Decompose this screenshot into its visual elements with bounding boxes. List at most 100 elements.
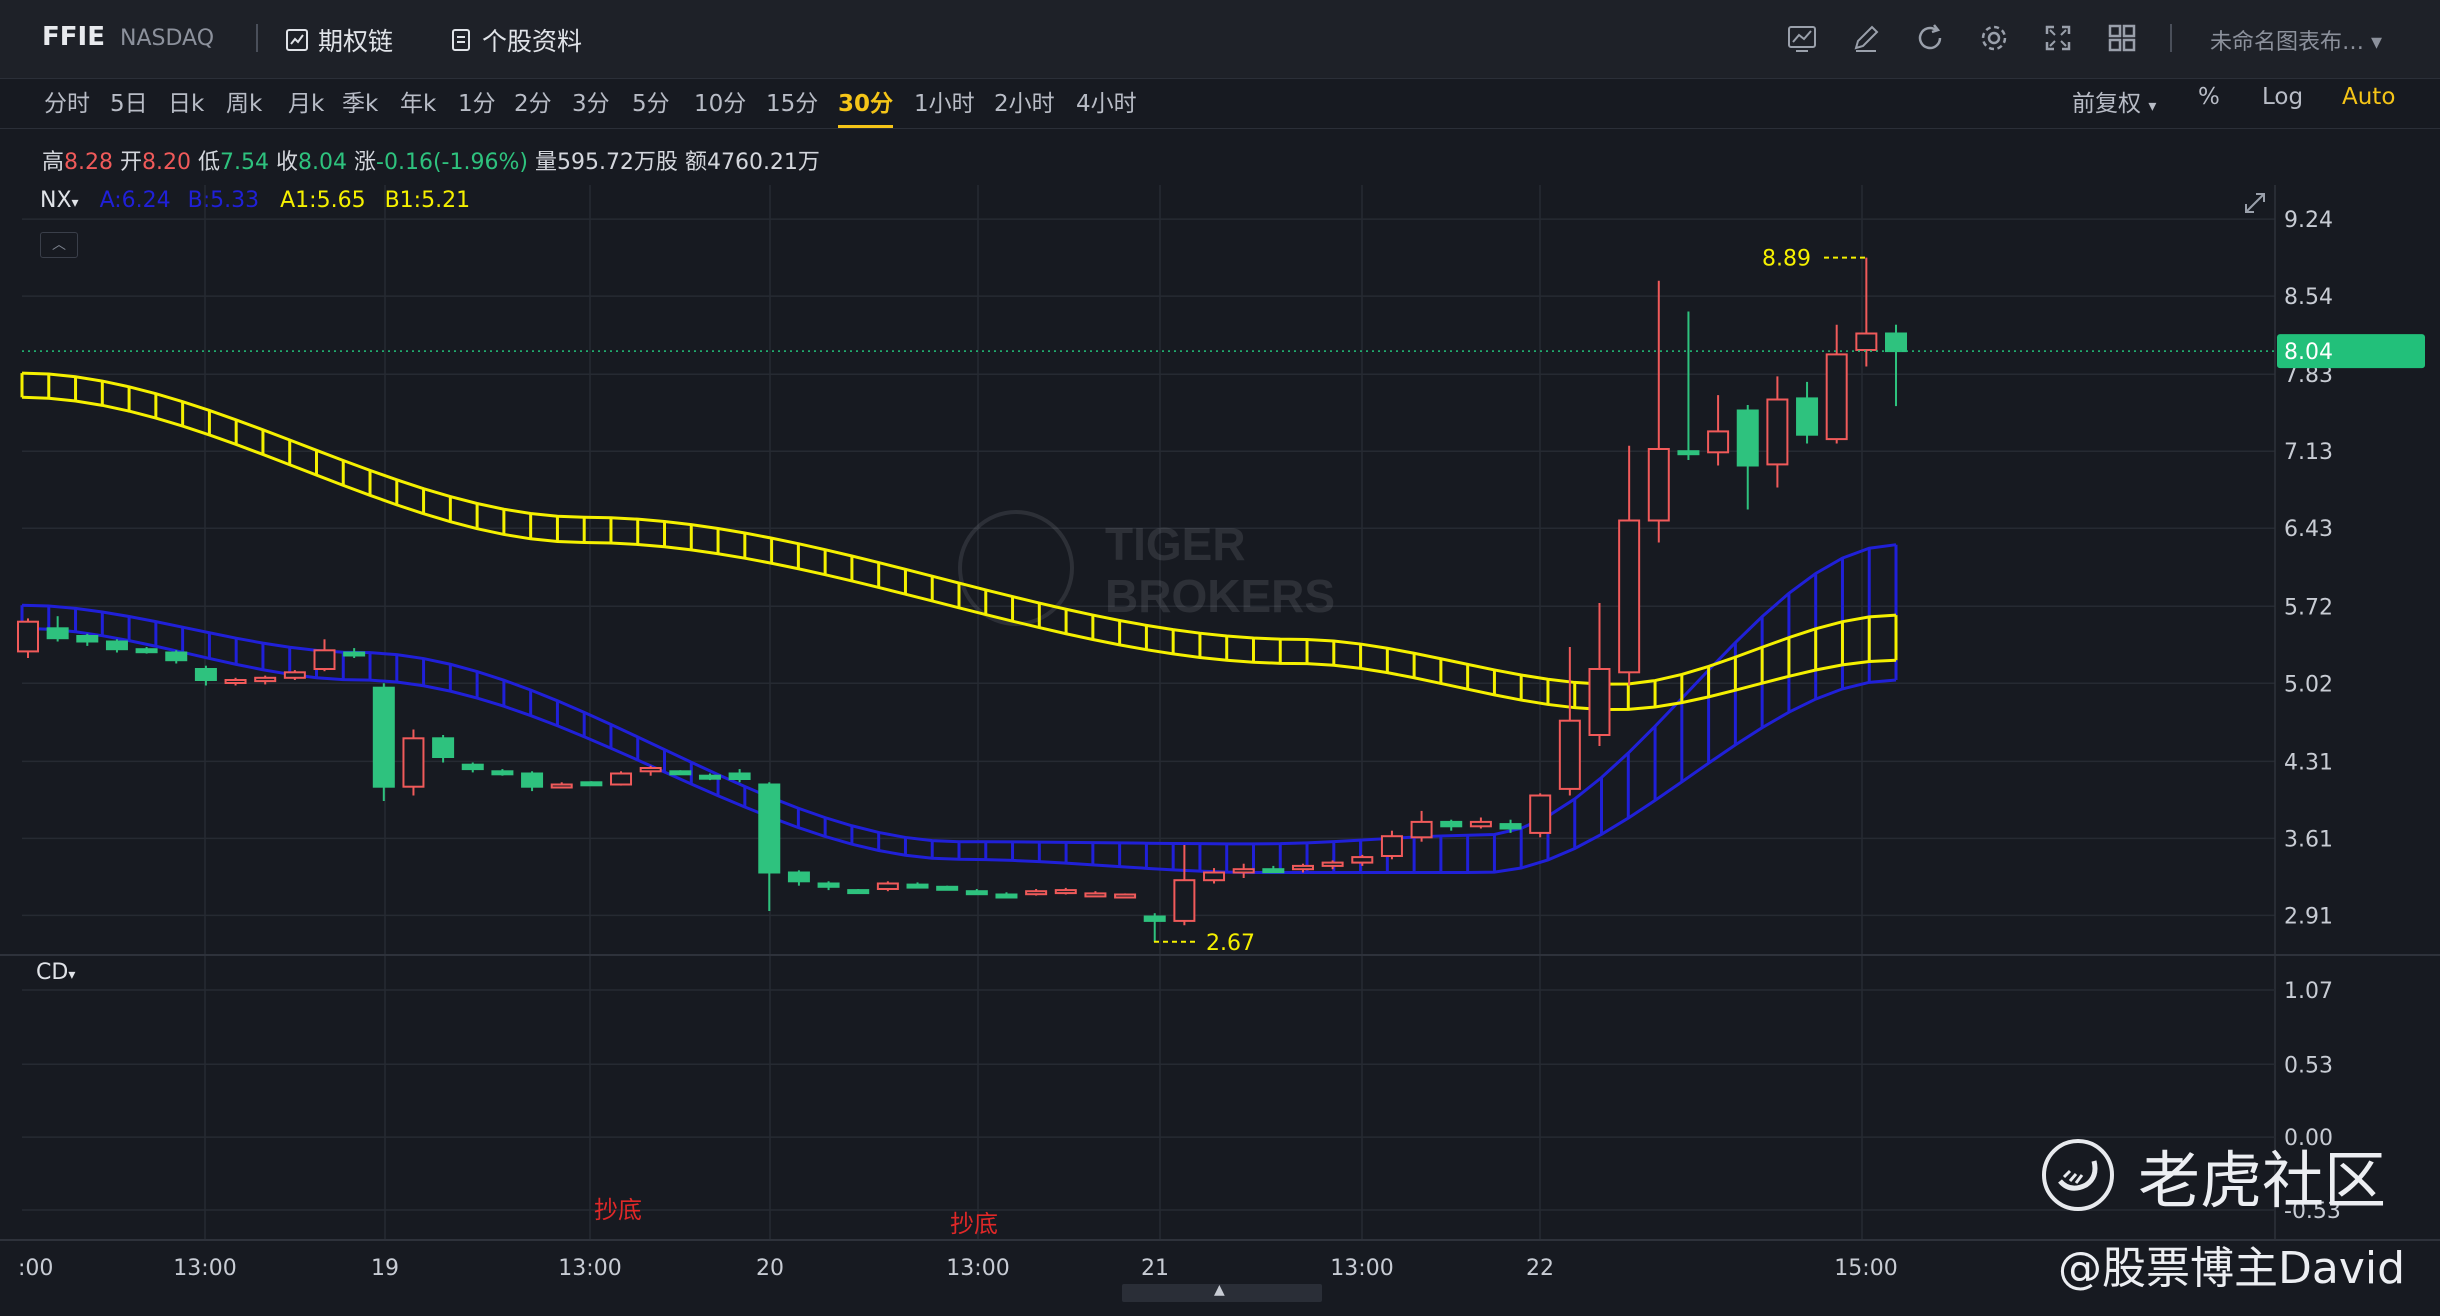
option-chain-label: 期权链	[318, 27, 394, 56]
high-label: 高	[42, 150, 65, 175]
settings-gear-icon[interactable]	[1976, 20, 2012, 56]
candle-body	[1084, 892, 1107, 898]
price-tick-label: 8.54	[2284, 285, 2333, 310]
tab-timeframe-7[interactable]: 1分	[458, 91, 496, 117]
timeline-scrollbar[interactable]: ▲	[1122, 1282, 1322, 1302]
tiger-logo-icon	[2042, 1139, 2114, 1211]
candle-body	[1647, 448, 1670, 522]
candle-body	[46, 627, 69, 640]
tab-timeframe-5[interactable]: 季k	[342, 91, 379, 117]
price-adjust-select[interactable]: 前复权 ▾	[2072, 84, 2156, 118]
candle-body	[1321, 861, 1344, 867]
tab-timeframe-4[interactable]: 月k	[288, 91, 325, 117]
candle-body	[1232, 868, 1255, 874]
candle-body	[1766, 398, 1789, 466]
tab-timeframe-2[interactable]: 日k	[168, 91, 205, 117]
tab-timeframe-9[interactable]: 3分	[572, 91, 610, 117]
price-tick-label: 3.61	[2284, 827, 2333, 852]
indicator-icon[interactable]	[1784, 20, 1820, 56]
close-label: 收	[276, 150, 299, 175]
current-price-label: 8.04	[2284, 340, 2333, 365]
price-tick-label: 6.43	[2284, 517, 2333, 542]
candle-body	[1707, 430, 1730, 454]
price-tick-label: 9.24	[2284, 208, 2333, 233]
time-tick-label: 19	[371, 1256, 399, 1281]
candle-body	[1114, 893, 1137, 899]
chevron-down-icon: ▾	[68, 967, 76, 983]
candle-body	[1054, 889, 1077, 895]
tab-timeframe-6[interactable]: 年k	[400, 91, 437, 117]
chevron-down-icon: ▾	[2371, 30, 2383, 55]
ticker-symbol[interactable]: FFIE	[42, 22, 105, 52]
candle-body	[461, 763, 484, 771]
log-toggle[interactable]: Log	[2262, 84, 2304, 110]
price-adjust-label: 前复权	[2072, 91, 2141, 117]
author-watermark: @股票博主David	[2058, 1243, 2406, 1294]
candle-body	[876, 882, 899, 890]
sub-indicator-select[interactable]: CD▾	[36, 960, 75, 985]
tab-timeframe-11[interactable]: 10分	[694, 91, 747, 117]
collapse-legend-button[interactable]: ︿	[40, 232, 78, 258]
candle-body	[313, 649, 336, 670]
tab-timeframe-8[interactable]: 2分	[514, 91, 552, 117]
current-price-tag	[2277, 334, 2425, 369]
sub-axis: 1.07 0.53 0.00 -0.53	[2284, 979, 2341, 1224]
tab-timeframe-0[interactable]: 分时	[44, 91, 90, 117]
chevron-down-icon: ▾	[71, 195, 79, 211]
draw-pen-icon[interactable]	[1848, 20, 1884, 56]
candle-body	[521, 772, 544, 788]
refresh-icon[interactable]	[1912, 20, 1948, 56]
tab-timeframe-10[interactable]: 5分	[632, 91, 670, 117]
percent-toggle[interactable]: %	[2198, 84, 2220, 110]
change-value: -0.16(-1.96%)	[376, 150, 528, 175]
candle-body	[1291, 864, 1314, 871]
chevron-down-icon: ▾	[2148, 96, 2157, 115]
auto-scale-toggle[interactable]: Auto	[2342, 84, 2396, 110]
tiger-watermark: TIGER BROKERS	[958, 510, 1335, 626]
fullscreen-icon[interactable]	[2040, 20, 2076, 56]
chart-layout-name: 未命名图表布…	[2210, 30, 2365, 55]
price-tick-label: 5.02	[2284, 672, 2333, 697]
time-tick-label: :00	[18, 1256, 53, 1281]
top-toolbar: FFIE NASDAQ 期权链 个股资料 未命名图表布… ▾	[0, 0, 2440, 79]
quote-summary: 高8.28 开8.20 低7.54 收8.04 涨-0.16(-1.96%) 量…	[42, 144, 820, 176]
indicator-a1-value: A1:5.65	[280, 188, 366, 213]
tab-timeframe-12[interactable]: 15分	[766, 91, 819, 117]
company-profile-link[interactable]: 个股资料	[448, 22, 582, 58]
indicator-b-value: B:5.33	[187, 188, 260, 213]
main-indicator-legend: NX▾ A:6.24 B:5.33 A1:5.65 B1:5.21	[40, 188, 470, 213]
candles	[17, 257, 1907, 942]
amount-label: 额	[684, 150, 707, 175]
time-tick-label: 13:00	[558, 1256, 621, 1281]
tab-timeframe-15[interactable]: 2小时	[994, 91, 1055, 117]
time-tick-label: 13:00	[946, 1256, 1009, 1281]
candle-body	[936, 885, 959, 891]
open-value: 8.20	[142, 150, 191, 175]
chart-layout-select[interactable]: 未命名图表布… ▾	[2210, 24, 2382, 56]
layout-grid-icon[interactable]	[2104, 20, 2140, 56]
candle-body	[402, 737, 425, 788]
buy-signal-label: 抄底	[594, 1196, 642, 1224]
tab-timeframe-13[interactable]: 30分	[838, 84, 894, 128]
candle-body	[1351, 856, 1374, 864]
tab-timeframe-16[interactable]: 4小时	[1076, 91, 1137, 117]
tab-timeframe-3[interactable]: 周k	[226, 91, 263, 117]
open-label: 开	[120, 150, 143, 175]
tab-timeframe-14[interactable]: 1小时	[914, 91, 975, 117]
candle-body	[1380, 835, 1403, 858]
chart-box-icon	[286, 29, 308, 51]
candle-body	[1588, 668, 1611, 736]
candle-body	[698, 774, 721, 780]
option-chain-link[interactable]: 期权链	[284, 22, 393, 58]
volume-label: 量	[534, 150, 557, 175]
amount-value: 4760.21万	[706, 150, 820, 175]
candle-body	[817, 882, 840, 888]
candle-body	[1440, 820, 1463, 828]
tab-timeframe-1[interactable]: 5日	[110, 91, 148, 117]
expand-icon[interactable]	[2240, 188, 2270, 218]
indicator-select[interactable]: NX▾	[40, 188, 79, 213]
candle-body	[343, 651, 366, 657]
chevron-up-icon: ︿	[52, 237, 66, 253]
